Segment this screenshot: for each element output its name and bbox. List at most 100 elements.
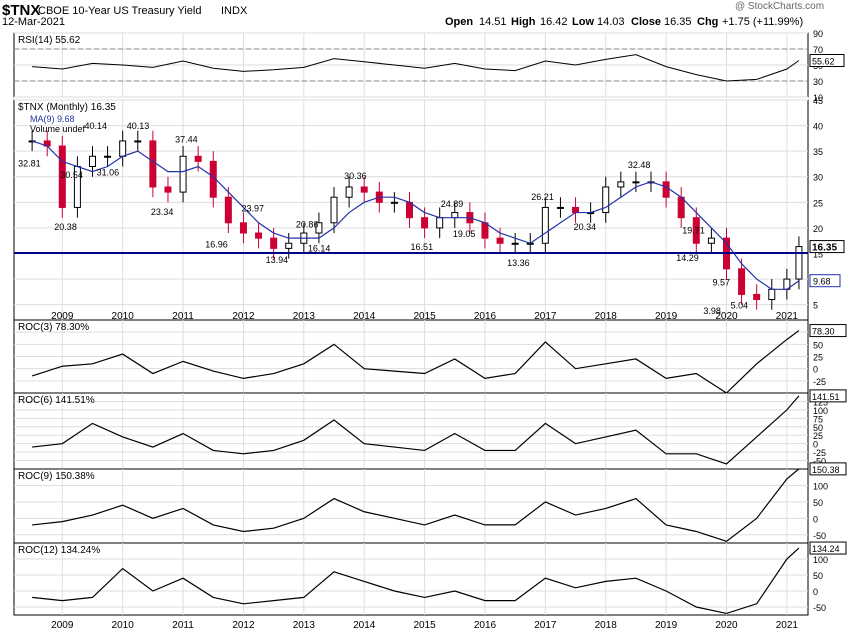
candle-body bbox=[692, 217, 700, 244]
price-annotation: 19.05 bbox=[453, 229, 476, 239]
price-annotation: 16.96 bbox=[205, 239, 228, 249]
roc6-ytick: 100 bbox=[813, 406, 828, 416]
candle-body bbox=[602, 186, 610, 214]
roc12-ytick: 0 bbox=[813, 587, 818, 597]
low-value: 14.03 bbox=[597, 16, 625, 28]
candle-body bbox=[451, 212, 459, 219]
chg-label: Chg bbox=[697, 16, 719, 28]
xaxis-label-bottom: 2020 bbox=[715, 620, 738, 631]
close-value: 16.35 bbox=[664, 16, 692, 28]
roc3-ytick: 0 bbox=[813, 365, 818, 375]
roc6-ytick: -25 bbox=[813, 448, 826, 458]
price-annotation: 13.36 bbox=[507, 258, 530, 268]
symbol-label: $TNX bbox=[2, 2, 41, 19]
price-annotation: 20.34 bbox=[574, 222, 597, 232]
xaxis-label-bottom: 2013 bbox=[293, 620, 316, 631]
chg-value: +1.75 (+11.99%) bbox=[722, 16, 804, 28]
roc12-value-box bbox=[809, 541, 847, 555]
xaxis-label-mid: 2009 bbox=[51, 311, 74, 322]
price-annotation: 14.29 bbox=[676, 253, 699, 263]
roc6-ytick: 0 bbox=[813, 440, 818, 450]
roc3-ytick: 50 bbox=[813, 340, 823, 350]
high-value: 16.42 bbox=[540, 16, 568, 28]
price-value-box bbox=[809, 240, 845, 254]
watermark: @ StockCharts.com bbox=[735, 1, 825, 12]
roc9-ytick: 100 bbox=[813, 481, 828, 491]
candle-body bbox=[134, 140, 142, 143]
rsi-ytick: 90 bbox=[813, 29, 823, 39]
xaxis-label-mid: 2012 bbox=[232, 311, 255, 322]
roc6-line bbox=[32, 395, 800, 465]
roc6-value-label: 141.51 bbox=[812, 392, 840, 402]
roc9-ytick: -50 bbox=[813, 531, 826, 541]
xaxis-label-bottom: 2014 bbox=[353, 620, 376, 631]
roc12-value-label: 134.24 bbox=[812, 544, 840, 554]
rsi-ytick: 30 bbox=[813, 77, 823, 87]
price-annotation: 16.14 bbox=[308, 244, 331, 254]
candle-body bbox=[270, 237, 278, 249]
candle-body bbox=[255, 232, 263, 239]
exchange-label: INDX bbox=[221, 5, 248, 17]
price-annotation: 30.36 bbox=[344, 171, 367, 181]
candle-body bbox=[330, 196, 338, 224]
candle-body bbox=[436, 217, 444, 229]
xaxis-label-bottom: 2009 bbox=[51, 620, 74, 631]
price-annotation: 26.21 bbox=[531, 192, 554, 202]
candle-body bbox=[738, 268, 746, 295]
xaxis-label-bottom: 2021 bbox=[776, 620, 799, 631]
xaxis-label-bottom: 2012 bbox=[232, 620, 255, 631]
price-annotation: 20.38 bbox=[54, 222, 77, 232]
price-title: $TNX (Monthly) 16.35 bbox=[18, 102, 116, 113]
candle-body bbox=[632, 181, 640, 184]
xaxis-label-bottom: 2019 bbox=[655, 620, 678, 631]
candle-body bbox=[239, 222, 247, 234]
candle-body bbox=[662, 181, 670, 198]
ma9-line bbox=[31, 140, 800, 290]
roc3-value-box bbox=[809, 324, 847, 338]
roc12-ytick: -50 bbox=[813, 603, 826, 613]
candle-body bbox=[360, 186, 368, 193]
roc9-line bbox=[32, 468, 800, 543]
candle-body bbox=[707, 237, 715, 244]
price-annotation: 32.81 bbox=[18, 158, 41, 168]
price-annotation: 23.97 bbox=[241, 204, 264, 214]
open-label: Open bbox=[445, 16, 474, 28]
roc6-ytick: -50 bbox=[813, 457, 826, 467]
price-annotation: 19.71 bbox=[682, 225, 705, 235]
ma-value-box bbox=[809, 274, 841, 288]
open-value: 14.51 bbox=[479, 16, 507, 28]
xaxis-label-bottom: 2011 bbox=[172, 620, 194, 631]
roc6-ytick: 25 bbox=[813, 431, 823, 441]
roc9-value-label: 150.38 bbox=[812, 465, 840, 475]
rsi-ytick: 10 bbox=[813, 93, 823, 103]
price-value-label: 16.35 bbox=[812, 243, 837, 254]
xaxis-label-mid: 2010 bbox=[112, 311, 135, 322]
price-annotation: 9.57 bbox=[712, 277, 730, 287]
roc12-title: ROC(12) 134.24% bbox=[18, 545, 100, 556]
candle-body bbox=[224, 196, 232, 224]
candle-body bbox=[119, 140, 127, 157]
price-ytick: 5 bbox=[813, 301, 818, 311]
xaxis-label-bottom: 2010 bbox=[112, 620, 135, 631]
xaxis-label-mid: 2011 bbox=[172, 311, 194, 322]
price-annotation: 23.34 bbox=[151, 207, 174, 217]
price-ytick: 45 bbox=[813, 96, 823, 106]
candle-body bbox=[88, 155, 96, 168]
candle-body bbox=[104, 155, 112, 158]
roc3-ytick: 25 bbox=[813, 353, 823, 363]
candle-body bbox=[677, 196, 685, 219]
roc9-frame bbox=[13, 468, 809, 544]
xaxis-label-bottom: 2016 bbox=[474, 620, 497, 631]
candle-body bbox=[496, 237, 504, 244]
price-annotation: 20.86 bbox=[296, 220, 319, 230]
xaxis-label-bottom: 2018 bbox=[595, 620, 618, 631]
candle-body bbox=[421, 217, 429, 229]
roc3-line bbox=[31, 330, 800, 394]
price-ytick: 15 bbox=[813, 249, 823, 259]
roc9-value-box bbox=[809, 462, 847, 476]
roc6-value-box bbox=[809, 389, 847, 403]
roc9-title: ROC(9) 150.38% bbox=[18, 471, 95, 482]
xaxis-label-mid: 2018 bbox=[595, 311, 618, 322]
price-annotation: 40.14 bbox=[84, 121, 107, 131]
roc6-ytick: 125 bbox=[813, 397, 828, 407]
